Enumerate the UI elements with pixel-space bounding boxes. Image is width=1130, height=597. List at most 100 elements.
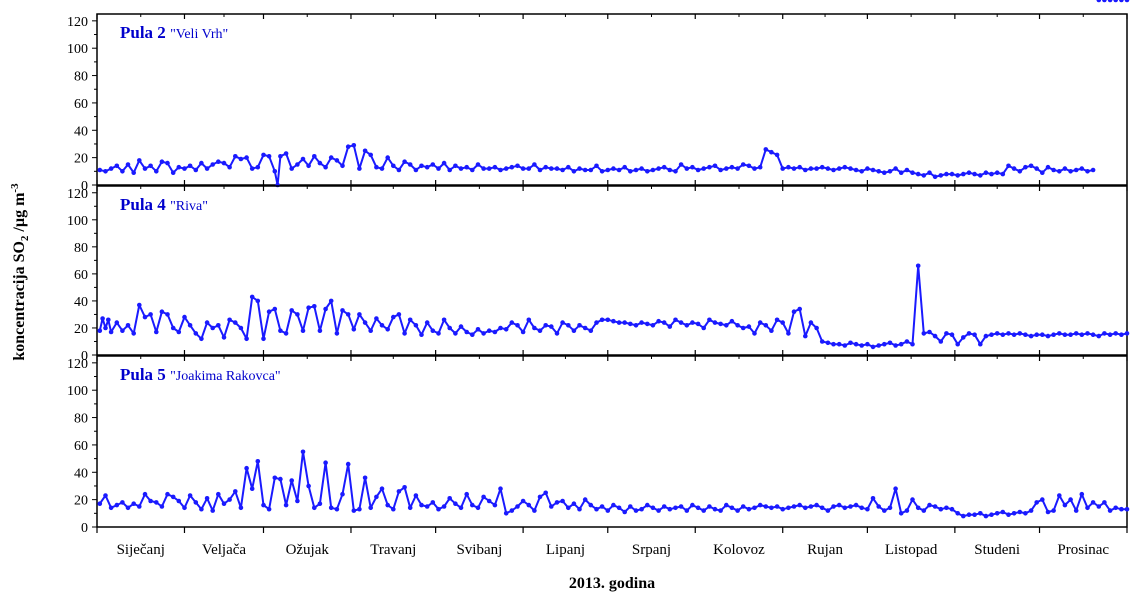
y-axis-title-unit: /µg m — [11, 192, 28, 236]
data-point — [893, 486, 898, 492]
data-point — [368, 328, 374, 334]
month-label: Listopad — [885, 542, 938, 558]
data-point — [323, 306, 328, 312]
data-point — [453, 163, 458, 169]
data-point — [594, 320, 599, 325]
data-point — [300, 449, 306, 455]
data-point — [599, 317, 605, 323]
data-point — [233, 320, 238, 325]
data-point — [114, 502, 120, 508]
data-point — [814, 325, 819, 331]
data-point — [915, 505, 921, 511]
data-point — [430, 328, 436, 334]
data-point — [774, 317, 780, 323]
data-point — [458, 324, 464, 329]
data-point — [238, 156, 244, 162]
data-point — [216, 491, 221, 497]
data-point — [808, 320, 814, 325]
data-point — [1051, 167, 1056, 173]
data-point — [334, 158, 340, 163]
data-point — [481, 331, 486, 336]
data-point — [707, 164, 712, 170]
data-point — [921, 508, 927, 513]
data-point — [898, 170, 904, 175]
data-point — [170, 494, 176, 500]
data-point — [571, 501, 577, 507]
data-point — [588, 167, 594, 173]
data-point — [413, 493, 419, 498]
data-point — [362, 475, 368, 481]
data-point — [859, 343, 864, 348]
panel-3: 0 20 40 60 80 100 120 Pula 5 "Joakima Rakovca" — [67, 355, 1130, 536]
data-point — [137, 158, 142, 163]
data-point — [1051, 508, 1056, 513]
data-point — [1113, 0, 1118, 3]
data-point — [865, 506, 870, 512]
data-point — [1068, 169, 1073, 174]
data-point — [616, 505, 622, 511]
data-point — [628, 169, 633, 174]
data-point — [187, 163, 193, 169]
data-point — [492, 329, 498, 335]
data-point — [983, 170, 989, 175]
month-label: Veljača — [202, 542, 246, 558]
panel-title-station: Pula 5 — [120, 365, 170, 384]
y-tick-label: 60 — [74, 97, 88, 112]
data-point — [836, 341, 842, 347]
data-point — [1119, 506, 1124, 512]
data-point — [1057, 493, 1062, 498]
data-point — [865, 166, 870, 171]
data-point — [882, 170, 887, 175]
data-point — [667, 324, 673, 329]
data-point — [351, 327, 357, 332]
data-point — [949, 506, 955, 512]
data-point — [1124, 331, 1130, 336]
data-point — [470, 502, 475, 508]
data-point — [385, 502, 391, 508]
data-point — [735, 166, 740, 171]
data-point — [396, 167, 402, 173]
data-point — [272, 475, 278, 481]
data-point — [1102, 331, 1107, 336]
data-point — [769, 328, 774, 334]
panel-title: Pula 4 "Riva" — [120, 195, 208, 214]
data-point — [588, 328, 594, 334]
data-point — [470, 332, 475, 338]
data-point — [261, 502, 266, 508]
data-point — [560, 498, 565, 504]
data-point — [238, 505, 244, 511]
data-point — [312, 505, 317, 511]
data-point — [611, 166, 616, 171]
data-point — [537, 494, 543, 500]
data-point — [961, 335, 966, 340]
data-point — [520, 329, 526, 335]
data-point — [131, 331, 136, 336]
data-point — [402, 485, 407, 490]
data-point — [108, 505, 114, 511]
data-point — [786, 331, 791, 336]
data-point — [300, 156, 306, 162]
data-point — [707, 317, 712, 323]
data-point — [125, 323, 131, 328]
data-point — [216, 159, 221, 164]
data-point — [915, 171, 921, 177]
data-point — [972, 171, 977, 177]
data-point — [645, 169, 650, 174]
data-point — [249, 486, 255, 492]
data-point — [887, 169, 893, 174]
data-point — [994, 511, 1000, 516]
data-point — [396, 489, 402, 494]
data-point — [283, 331, 289, 336]
data-point — [407, 505, 413, 511]
y-tick-label: 100 — [67, 384, 88, 399]
data-point — [1085, 169, 1090, 174]
data-point — [780, 320, 785, 325]
data-point — [549, 504, 554, 509]
data-point — [853, 502, 859, 508]
data-point — [1113, 505, 1118, 511]
y-tick-label: 80 — [74, 241, 88, 256]
data-point — [317, 160, 323, 166]
data-point — [379, 323, 385, 328]
data-point — [1006, 512, 1011, 517]
data-point — [622, 164, 627, 170]
